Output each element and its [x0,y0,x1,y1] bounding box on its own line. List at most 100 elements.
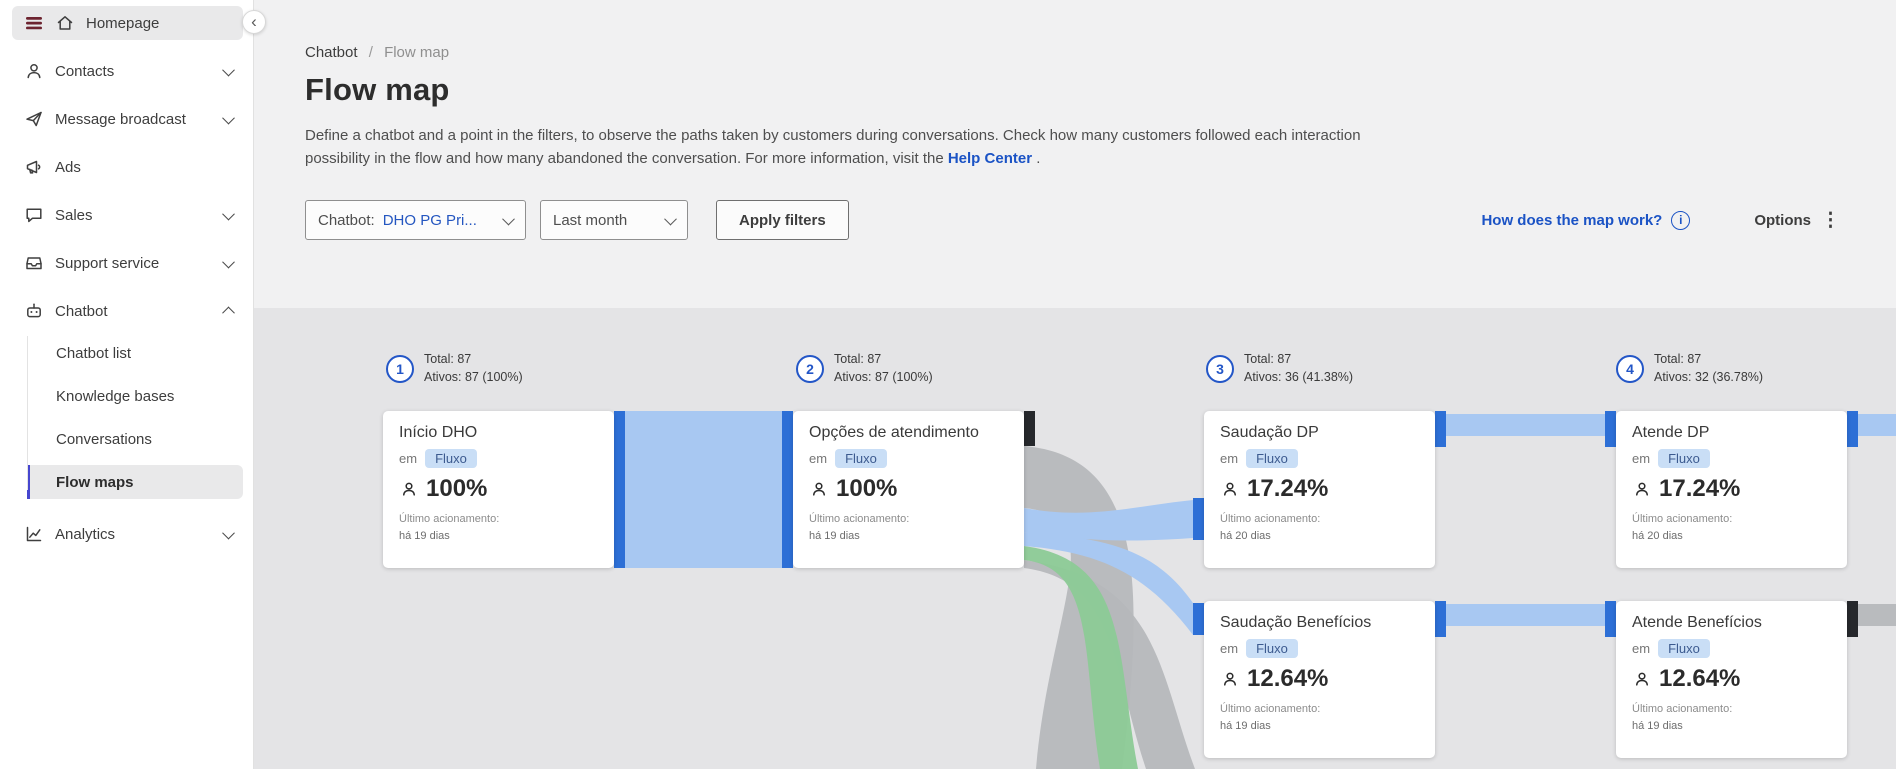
help-center-link[interactable]: Help Center [947,150,1033,168]
chevron-down-icon [222,207,235,220]
flow-node-card[interactable]: Saudação Benefícios em Fluxo 12.64% Últim… [1204,601,1435,758]
chevron-down-icon [502,212,515,225]
column-total: Total: 87 [1244,352,1292,366]
robot-icon [24,301,44,321]
node-em-label: em [809,451,828,466]
flow-node-card[interactable]: Atende DP em Fluxo 17.24% Último acioname… [1616,411,1847,568]
sankey-node-bar [1435,601,1446,637]
inbox-icon [24,253,44,273]
sankey-node-bar-black [1847,601,1858,637]
column-marker: 3 Total: 87 Ativos: 36 (41.38%) [1206,351,1353,386]
node-type-badge: Fluxo [1658,449,1710,468]
info-icon: i [1671,210,1691,230]
breadcrumb-current: Flow map [384,44,450,61]
chatbot-select-value: DHO PG Pri... [382,211,477,229]
sankey-node-bar [1193,498,1204,540]
flow-map-canvas[interactable]: 1 Total: 87 Ativos: 87 (100%) 2 Total: 8… [254,308,1896,769]
sankey-band [1446,604,1605,626]
flow-node-card[interactable]: Início DHO em Fluxo 100% Último acionamen… [383,411,614,568]
sankey-ribbon-blue [1024,500,1193,541]
sidebar-item-message-broadcast[interactable]: Message broadcast [12,102,243,136]
sidebar-item-analytics[interactable]: Analytics [12,517,243,551]
menu-icon[interactable] [24,13,44,33]
sidebar-collapse-button[interactable]: ‹ [242,10,266,34]
column-stats: Total: 87 Ativos: 32 (36.78%) [1654,351,1763,386]
breadcrumb-separator: / [368,44,373,61]
chat-bubble-icon [24,205,44,225]
sankey-node-bar [1847,411,1858,447]
sankey-band [1858,604,1896,626]
sidebar-item-label: Message broadcast [55,110,186,128]
page-title: Flow map [305,72,450,107]
sidebar-item-label: Contacts [55,62,115,80]
sidebar-item-ads[interactable]: Ads [12,150,243,184]
sankey-band [625,411,782,568]
person-icon [1220,479,1240,499]
sidebar-item-label: Knowledge bases [56,387,175,405]
column-marker: 4 Total: 87 Ativos: 32 (36.78%) [1616,351,1763,386]
sidebar-item-label: Chatbot list [56,344,132,362]
node-type-badge: Fluxo [425,449,477,468]
apply-filters-button[interactable]: Apply filters [716,200,849,240]
flow-node-card[interactable]: Atende Benefícios em Fluxo 12.64% Último … [1616,601,1847,758]
node-type-badge: Fluxo [1658,639,1710,658]
sankey-node-bar [614,411,625,568]
node-title: Atende Benefícios [1632,614,1762,631]
chevron-up-icon [222,306,235,319]
chatbot-select[interactable]: Chatbot: DHO PG Pri... [305,200,526,240]
node-type-badge: Fluxo [1246,639,1298,658]
sidebar-item-support-service[interactable]: Support service [12,246,243,280]
home-icon [55,13,75,33]
node-em-label: em [1220,641,1239,656]
sidebar-item-contacts[interactable]: Contacts [12,54,243,88]
column-number: 2 [796,354,824,383]
sidebar-item-conversations[interactable]: Conversations [27,422,243,456]
sidebar: Homepage Contacts Message broadcast Ads [0,0,254,769]
options-button[interactable]: Options ⋮ [1754,211,1840,230]
sidebar-item-label: Conversations [56,430,152,448]
sidebar-item-chatbot[interactable]: Chatbot [12,294,243,328]
node-last-trigger: Último acionamento: há 19 dias [1220,703,1321,733]
sidebar-item-homepage[interactable]: Homepage [12,6,243,40]
sankey-band [1446,414,1605,436]
sidebar-item-sales[interactable]: Sales [12,198,243,232]
node-last-trigger: Último acionamento: há 19 dias [1632,703,1733,733]
node-last-trigger: Último acionamento: há 20 dias [1220,513,1321,543]
column-number: 4 [1616,354,1644,383]
submenu-guide-line [27,336,28,490]
sankey-ribbons [614,411,1896,769]
flow-node-card[interactable]: Saudação DP em Fluxo 17.24% Último aciona… [1204,411,1435,568]
sankey-node-bar [782,411,793,568]
column-stats: Total: 87 Ativos: 87 (100%) [424,351,523,386]
chevron-down-icon [222,111,235,124]
column-total: Total: 87 [1654,352,1702,366]
column-marker: 2 Total: 87 Ativos: 87 (100%) [796,351,933,386]
description-suffix: . [1036,150,1041,168]
node-em-label: em [1632,451,1651,466]
sidebar-item-chatbot-list[interactable]: Chatbot list [27,336,243,370]
sidebar-item-flow-maps[interactable]: Flow maps [27,465,243,499]
kebab-icon: ⋮ [1821,209,1840,231]
person-icon [1632,479,1652,499]
node-last-trigger: Último acionamento: há 19 dias [809,513,910,543]
sankey-band [1858,414,1896,436]
period-select-value: Last month [553,211,628,229]
node-percent: 100% [836,475,898,502]
column-total: Total: 87 [834,352,882,366]
person-icon [24,61,44,81]
sidebar-item-label: Ads [55,158,81,176]
period-select[interactable]: Last month [540,200,688,240]
node-percent: 17.24% [1247,475,1329,502]
filter-toolbar: Chatbot: DHO PG Pri... Last month Apply … [305,200,1840,240]
breadcrumb-chatbot[interactable]: Chatbot [305,44,358,61]
column-active: Ativos: 36 (41.38%) [1244,369,1354,384]
map-help-link[interactable]: How does the map work? i [1481,210,1691,230]
sidebar-item-knowledge-bases[interactable]: Knowledge bases [27,379,243,413]
column-stats: Total: 87 Ativos: 87 (100%) [834,351,933,386]
sidebar-item-label: Analytics [55,525,116,543]
node-percent: 12.64% [1247,665,1329,692]
flow-node-card[interactable]: Opções de atendimento em Fluxo 100% Últim… [793,411,1024,568]
person-icon [809,479,829,499]
node-type-badge: Fluxo [835,449,887,468]
